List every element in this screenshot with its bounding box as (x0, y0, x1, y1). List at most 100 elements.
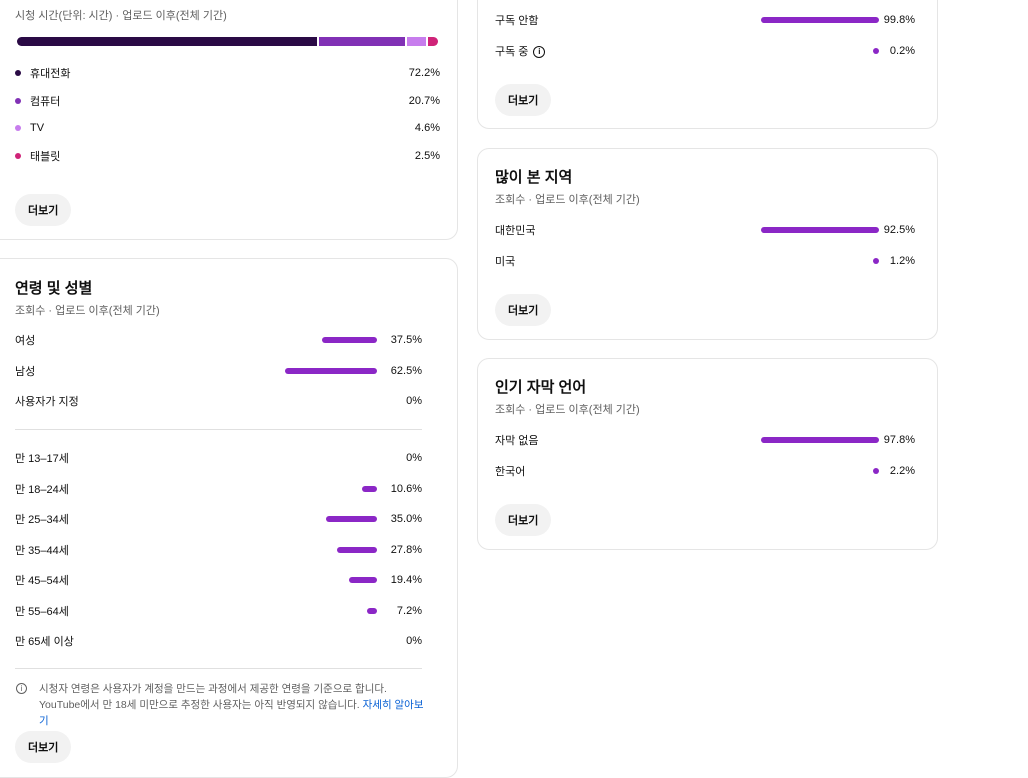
legend-dot-icon (15, 70, 21, 76)
subscription-row-value: 99.8% (883, 14, 915, 26)
percentage-bar (326, 516, 377, 522)
bar-track (257, 577, 377, 583)
bar-track (257, 516, 377, 522)
gender-row-value: 62.5% (390, 364, 422, 377)
subtitle-language-row-label: 한국어 (495, 465, 526, 478)
age-row-label: 만 35–44세 (15, 544, 69, 557)
age-row-value: 7.2% (396, 604, 422, 617)
device-value: 20.7% (408, 94, 440, 107)
age-note-text: 시청자 연령은 사용자가 계정을 만드는 과정에서 제공한 연령을 기준으로 합… (39, 683, 387, 711)
gender-row-label: 남성 (15, 365, 36, 378)
gender-row-value: 37.5% (390, 334, 422, 346)
subscription-card: 구독 안함 99.8% 구독 중 i 0.2% 더보기 (477, 0, 938, 129)
gender-row-label: 여성 (15, 335, 36, 347)
bar-track (759, 437, 879, 443)
geography-more-button[interactable]: 더보기 (495, 294, 552, 326)
gender-row-label: 사용자가 지정 (15, 396, 79, 408)
age-row-label: 만 65세 이상 (15, 636, 74, 648)
percentage-bar (336, 546, 377, 553)
age-gender-title: 연령 및 성별 (15, 280, 93, 297)
bar-track (759, 227, 879, 233)
device-label: 태블릿 (30, 150, 61, 163)
age-row-value: 27.8% (390, 543, 422, 556)
subscription-row: 구독 중 i 0.2% (495, 41, 915, 61)
bar-track (759, 467, 879, 474)
percentage-bar (761, 227, 879, 233)
device-bar-segment (318, 37, 405, 46)
device-subtitle: 시청 시간(단위: 시간) · 업로드 이후(전체 기간) (15, 10, 227, 22)
age-row: 만 18–24세 10.6% (15, 479, 422, 499)
bar-track (257, 398, 377, 404)
device-bar-segment (406, 37, 426, 46)
age-gender-subtitle: 조회수 · 업로드 이후(전체 기간) (15, 305, 160, 317)
percentage-bar (873, 257, 879, 264)
subscription-row: 구독 안함 99.8% (495, 10, 915, 30)
percentage-bar (361, 485, 377, 492)
device-bar-segment (17, 37, 317, 46)
geography-row: 대한민국 92.5% (495, 220, 915, 240)
device-label: 컴퓨터 (30, 95, 61, 108)
age-row-label: 만 25–34세 (15, 514, 69, 526)
device-stacked-bar (17, 37, 438, 46)
age-row-label: 만 45–54세 (15, 575, 69, 587)
age-row-value: 19.4% (390, 574, 422, 586)
percentage-bar (348, 577, 377, 583)
age-row-value: 0% (406, 635, 422, 647)
info-icon: i (16, 683, 27, 694)
geography-title: 많이 본 지역 (495, 169, 573, 186)
device-value: 4.6% (414, 122, 440, 134)
age-note: i 시청자 연령은 사용자가 계정을 만드는 과정에서 제공한 연령을 기준으로… (15, 681, 425, 729)
age-row-label: 만 13–17세 (15, 453, 69, 465)
bar-track (759, 17, 879, 23)
bar-track (257, 485, 377, 492)
age-row-value: 35.0% (390, 513, 422, 525)
age-gender-card: 연령 및 성별 조회수 · 업로드 이후(전체 기간) 여성 37.5% 남성 62.… (0, 258, 458, 778)
legend-dot-icon (15, 97, 21, 104)
legend-dot-icon (15, 125, 21, 131)
percentage-bar (285, 367, 377, 374)
subscription-more-button[interactable]: 더보기 (495, 84, 552, 116)
geography-subtitle: 조회수 · 업로드 이후(전체 기간) (495, 194, 640, 206)
geography-row-value: 92.5% (883, 224, 915, 236)
age-row: 만 55–64세 7.2% (15, 601, 422, 621)
learn-more-link[interactable]: 자세히 알아보기 (39, 699, 424, 727)
list-item: 휴대전화 72.2% (15, 63, 440, 83)
age-row: 만 45–54세 19.4% (15, 570, 422, 590)
subscription-row-label: 구독 안함 (495, 15, 539, 27)
bar-track (257, 367, 377, 374)
age-row-label: 만 18–24세 (15, 483, 69, 496)
geography-row-label: 대한민국 (495, 225, 536, 237)
subtitle-language-row-value: 97.8% (883, 434, 915, 446)
percentage-bar (873, 467, 879, 474)
subtitle-language-title: 인기 자막 언어 (495, 379, 587, 396)
gender-row: 남성 62.5% (15, 361, 422, 381)
age-row: 만 25–34세 35.0% (15, 509, 422, 529)
bar-track (257, 638, 377, 644)
age-row-label: 만 55–64세 (15, 605, 69, 618)
subtitle-language-more-button[interactable]: 더보기 (495, 504, 552, 536)
list-item: 컴퓨터 20.7% (15, 91, 440, 111)
bar-track (759, 47, 879, 54)
info-icon[interactable]: i (533, 45, 546, 58)
bar-track (257, 546, 377, 553)
age-row: 만 13–17세 0% (15, 448, 422, 468)
percentage-bar (366, 607, 377, 614)
device-more-button[interactable]: 더보기 (15, 194, 72, 226)
bar-track (759, 257, 879, 264)
bar-track (257, 607, 377, 614)
subtitle-language-row-label: 자막 없음 (495, 435, 539, 447)
gender-row: 여성 37.5% (15, 330, 422, 350)
device-label: TV (30, 122, 45, 134)
list-item: 태블릿 2.5% (15, 146, 440, 166)
age-row-value: 0% (406, 452, 422, 464)
subtitle-language-subtitle: 조회수 · 업로드 이후(전체 기간) (495, 404, 640, 416)
geography-row: 미국 1.2% (495, 251, 915, 271)
legend-dot-icon (15, 152, 21, 159)
age-gender-more-button[interactable]: 더보기 (15, 731, 72, 763)
subscription-row-value: 0.2% (889, 44, 915, 57)
subtitle-language-row: 한국어 2.2% (495, 461, 915, 481)
divider (15, 429, 422, 430)
percentage-bar (761, 17, 879, 23)
subtitle-language-row: 자막 없음 97.8% (495, 430, 915, 450)
